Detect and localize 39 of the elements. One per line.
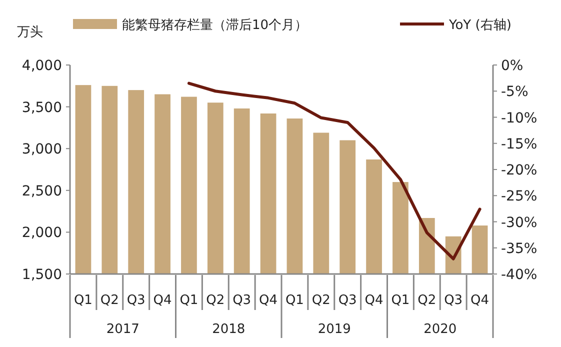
- text: 2018: [212, 322, 246, 337]
- y2-tick-label: -5%: [501, 84, 528, 100]
- y2-tick-label: -35%: [501, 240, 538, 257]
- y2-tick-label: -20%: [501, 162, 538, 178]
- x-tick-label: Q1: [74, 293, 92, 308]
- y2-tick-label: 0%: [501, 58, 524, 74]
- y-tick-label: 4,000: [22, 58, 62, 74]
- y-axis-title: 万头: [17, 25, 43, 40]
- x-tick-label: Q4: [364, 293, 384, 308]
- x-tick-label: Q2: [312, 293, 330, 308]
- y-tick-label: 2,500: [22, 183, 62, 200]
- y2-tick-label: -30%: [501, 214, 538, 231]
- x-tick-label: Q4: [259, 293, 278, 308]
- x-tick-label: Q2: [418, 293, 436, 308]
- text: 2020: [424, 322, 457, 337]
- x-tick-label: Q1: [391, 293, 410, 308]
- y-tick-label: 3,500: [22, 100, 62, 116]
- y-tick-label: 3,000: [22, 142, 62, 158]
- y-tick-label: 1,500: [22, 267, 62, 283]
- line-series: [187, 82, 482, 260]
- x-tick-label: Q2: [100, 293, 119, 308]
- x-tick-label: Q4: [153, 293, 172, 308]
- x-tick-label: Q3: [338, 293, 357, 308]
- y2-tick-label: -25%: [501, 188, 538, 205]
- y2-tick-label: -15%: [501, 136, 538, 152]
- x-tick-label: Q4: [470, 293, 490, 308]
- x-tick-label: Q3: [126, 293, 146, 308]
- x-tick-label: Q2: [206, 293, 225, 308]
- x-tick-label: Q3: [232, 293, 252, 308]
- x-tick-label: Q1: [180, 293, 198, 308]
- y2-tick-label: -10%: [501, 110, 538, 126]
- legend-label: 能繁母猪存栏量（滞后10个月）: [122, 18, 308, 33]
- text: 2017: [106, 322, 140, 337]
- legend-label: YoY (右轴): [448, 18, 512, 33]
- y-tick-label: 2,000: [22, 225, 62, 242]
- text: 2019: [318, 322, 351, 337]
- x-tick-label: Q1: [285, 293, 304, 308]
- y2-tick-label: -40%: [501, 267, 538, 283]
- x-tick-label: Q3: [444, 293, 463, 308]
